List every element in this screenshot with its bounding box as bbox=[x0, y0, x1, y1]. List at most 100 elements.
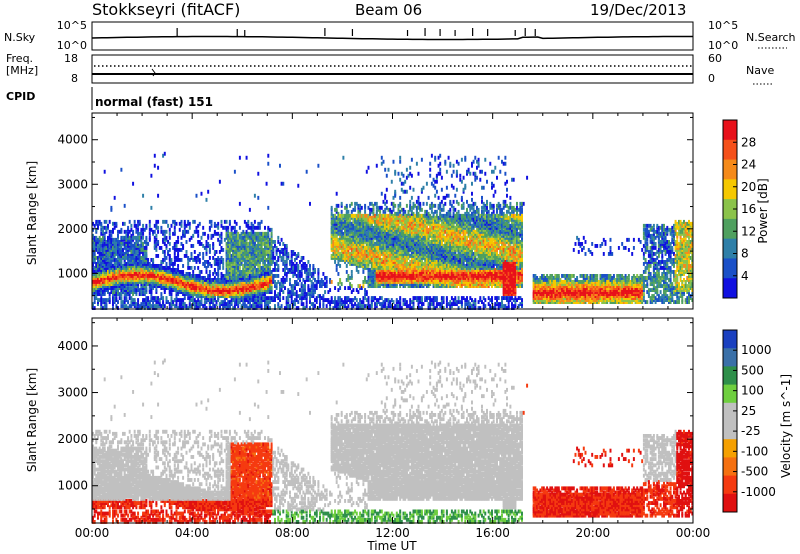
data-cell bbox=[325, 280, 328, 284]
data-cell bbox=[340, 221, 343, 226]
data-cell bbox=[335, 229, 338, 234]
data-cell bbox=[173, 272, 176, 276]
data-cell bbox=[339, 278, 342, 282]
data-cell bbox=[350, 246, 353, 250]
data-cell bbox=[135, 258, 138, 262]
data-cell bbox=[167, 276, 170, 280]
data-cell bbox=[123, 242, 126, 246]
data-cell bbox=[225, 280, 228, 284]
data-cell bbox=[132, 298, 135, 302]
data-cell bbox=[340, 235, 343, 240]
data-cell bbox=[397, 268, 400, 272]
data-cell bbox=[407, 268, 410, 272]
data-cell bbox=[242, 290, 245, 294]
data-cell bbox=[122, 282, 124, 286]
data-cell bbox=[410, 240, 413, 244]
data-cell bbox=[339, 225, 342, 230]
data-cell bbox=[218, 304, 221, 308]
data-cell bbox=[399, 203, 402, 208]
data-cell bbox=[255, 235, 258, 240]
data-cell bbox=[377, 244, 380, 248]
data-cell bbox=[359, 213, 362, 218]
data-cell bbox=[142, 300, 145, 304]
data-cell bbox=[120, 274, 123, 278]
data-cell bbox=[274, 284, 276, 288]
data-cell bbox=[217, 264, 220, 268]
data-cell bbox=[369, 268, 372, 272]
data-cell bbox=[342, 217, 345, 222]
data-cell bbox=[382, 256, 385, 260]
data-cell bbox=[133, 290, 136, 294]
data-cell bbox=[367, 278, 370, 282]
data-cell bbox=[170, 270, 173, 274]
data-cell bbox=[375, 209, 378, 214]
data-cell bbox=[95, 235, 98, 240]
data-cell bbox=[279, 242, 281, 246]
data-cell bbox=[380, 252, 383, 256]
data-cell bbox=[352, 235, 355, 240]
data-cell bbox=[175, 284, 178, 288]
data-cell bbox=[168, 278, 171, 282]
data-cell bbox=[264, 304, 266, 308]
data-cell bbox=[340, 254, 343, 258]
data-cell bbox=[400, 213, 403, 218]
data-cell bbox=[409, 231, 412, 236]
data-cell bbox=[230, 286, 233, 290]
data-cell bbox=[165, 262, 168, 266]
data-cell bbox=[364, 264, 367, 268]
data-cell bbox=[377, 217, 380, 222]
data-cell bbox=[347, 244, 350, 248]
data-cell bbox=[227, 278, 230, 282]
data-cell bbox=[314, 278, 316, 282]
data-cell bbox=[173, 252, 176, 256]
data-cell bbox=[145, 242, 148, 246]
data-cell bbox=[100, 231, 103, 236]
data-cell bbox=[257, 298, 260, 302]
data-cell bbox=[245, 272, 248, 276]
data-cell bbox=[93, 296, 96, 300]
data-cell bbox=[120, 246, 123, 250]
data-cell bbox=[377, 250, 380, 254]
data-cell bbox=[384, 302, 387, 306]
data-cell bbox=[115, 290, 118, 294]
data-cell bbox=[399, 302, 402, 306]
data-cell bbox=[162, 278, 165, 282]
data-cell bbox=[384, 252, 387, 256]
data-cell bbox=[160, 266, 163, 270]
data-cell bbox=[120, 167, 123, 172]
data-cell bbox=[165, 235, 168, 240]
data-cell bbox=[290, 294, 293, 298]
data-cell bbox=[103, 258, 106, 262]
data-cell bbox=[409, 242, 412, 246]
data-cell bbox=[287, 300, 290, 304]
data-cell bbox=[245, 304, 248, 308]
data-cell bbox=[180, 286, 183, 290]
data-cell bbox=[113, 244, 116, 248]
data-cell bbox=[400, 237, 403, 242]
data-cell bbox=[264, 250, 266, 254]
data-cell bbox=[395, 231, 398, 236]
data-cell bbox=[228, 288, 231, 292]
data-cell bbox=[213, 306, 216, 310]
data-cell bbox=[258, 260, 261, 264]
data-cell bbox=[397, 217, 400, 222]
data-cell bbox=[274, 280, 276, 284]
data-cell bbox=[247, 233, 250, 238]
data-cell bbox=[233, 246, 236, 250]
data-cell bbox=[339, 223, 342, 228]
data-cell bbox=[190, 276, 193, 280]
data-cell bbox=[230, 237, 233, 242]
data-cell bbox=[407, 250, 410, 254]
data-cell bbox=[245, 298, 248, 302]
data-cell bbox=[349, 240, 352, 244]
data-cell bbox=[310, 272, 313, 276]
data-cell bbox=[162, 231, 165, 236]
data-cell bbox=[197, 258, 200, 262]
data-cell bbox=[92, 282, 94, 286]
data-cell bbox=[165, 237, 168, 242]
data-cell bbox=[282, 242, 285, 246]
data-cell bbox=[354, 207, 357, 212]
data-cell bbox=[270, 235, 273, 240]
data-cell bbox=[133, 276, 136, 280]
data-cell bbox=[242, 254, 245, 258]
